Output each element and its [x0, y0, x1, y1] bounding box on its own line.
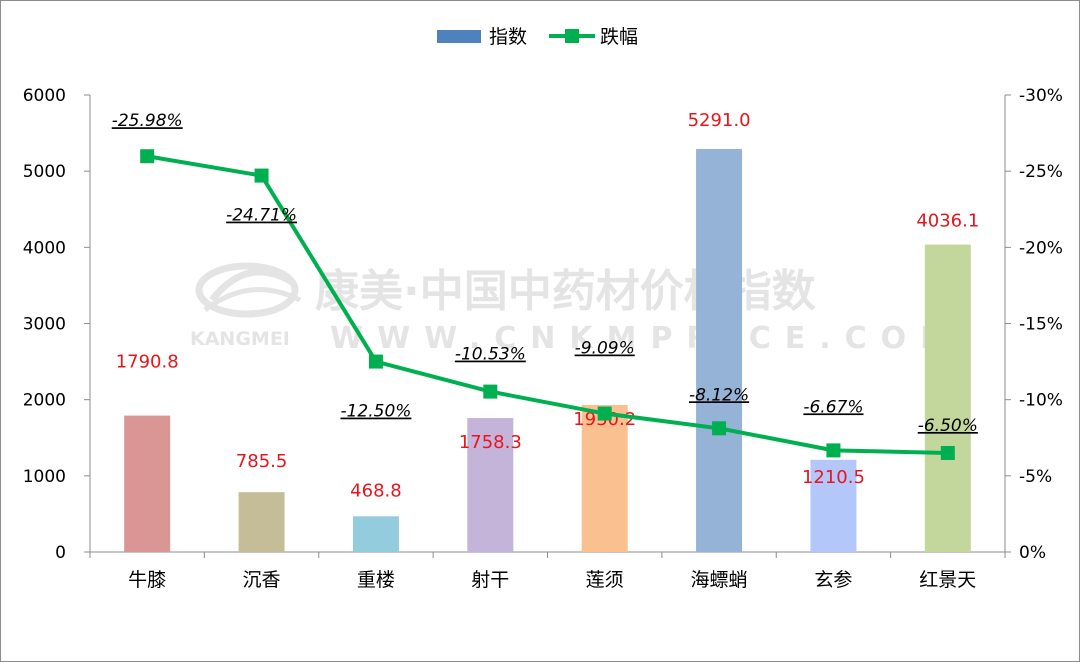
left-axis-tick-label: 5000	[23, 162, 66, 182]
decline-label: -10.53%	[455, 345, 526, 365]
bar	[924, 244, 971, 552]
bar-value-label: 468.8	[350, 480, 402, 501]
decline-labels: -25.98% -24.71% -12.50% -10.53% -9.09% -8.12%…	[112, 111, 978, 436]
axes: 0 1000 2000 3000 4000 5000 6000 0% -5% -10% -15% -2…	[23, 86, 1063, 563]
decline-point-marker	[826, 443, 841, 458]
decline-point-marker	[368, 354, 383, 369]
left-axis-tick-label: 0	[55, 543, 66, 563]
bar	[124, 415, 171, 552]
decline-label: -6.50%	[918, 416, 978, 436]
bar	[467, 418, 514, 552]
category-labels: 牛膝 沉香 重楼 射干 莲须 海螵蛸 玄参 红景天	[128, 569, 976, 591]
bar-value-label: 1210.5	[802, 467, 865, 488]
bar-value-label: 1790.8	[116, 352, 179, 373]
decline-point-marker	[483, 384, 498, 399]
decline-label: -12.50%	[340, 402, 411, 422]
watermark-url: WWW.CNKMPRICE.COM	[330, 321, 964, 356]
left-axis-tick-label: 6000	[23, 86, 66, 106]
bar-value-label: 785.5	[236, 451, 288, 472]
left-axis-tick-label: 3000	[23, 315, 66, 335]
category-label: 沉香	[243, 569, 281, 591]
category-label: 牛膝	[128, 569, 166, 591]
left-axis-tick-label: 1000	[23, 467, 66, 487]
right-axis-tick-label: -25%	[1019, 162, 1063, 182]
bar-value-label: 1758.3	[459, 432, 522, 453]
category-label: 莲须	[586, 569, 624, 591]
legend-line-label: 跌幅	[600, 26, 638, 48]
decline-point-marker	[712, 421, 727, 436]
right-axis-tick-label: -5%	[1019, 467, 1052, 487]
right-axis-tick-label: -30%	[1019, 86, 1063, 106]
bar	[696, 149, 743, 552]
right-axis-tick-label: 0%	[1019, 543, 1046, 563]
bar	[352, 516, 399, 552]
decline-label: -8.12%	[689, 385, 749, 405]
watermark-logo-icon	[195, 262, 302, 318]
right-axis-tick-label: -20%	[1019, 238, 1063, 258]
category-label: 海螵蛸	[691, 569, 748, 591]
category-label: 红景天	[919, 569, 976, 591]
right-axis-tick-label: -15%	[1019, 315, 1063, 335]
bar	[238, 492, 285, 552]
category-label: 射干	[471, 569, 509, 591]
watermark-brand: KANGMEI	[190, 328, 290, 350]
bar-value-labels: 1790.8785.5468.81758.31930.25291.01210.5…	[116, 110, 980, 501]
legend-line-marker	[565, 29, 579, 43]
decline-point-marker	[254, 168, 269, 183]
left-axis-tick-label: 4000	[23, 238, 66, 258]
decline-label: -9.09%	[575, 339, 635, 359]
left-axis-tick-label: 2000	[23, 391, 66, 411]
bar	[581, 404, 628, 552]
decline-label: -6.67%	[803, 397, 863, 417]
category-label: 重楼	[357, 569, 395, 591]
decline-series-line	[146, 154, 948, 455]
bar-value-label: 5291.0	[688, 110, 751, 131]
decline-label: -24.71%	[226, 206, 297, 226]
legend-bar-label: 指数	[489, 26, 527, 48]
bar	[810, 459, 857, 552]
bar-value-label: 4036.1	[916, 211, 979, 232]
category-label: 玄参	[814, 569, 852, 591]
bars	[124, 149, 971, 552]
legend: 指数 跌幅	[437, 26, 638, 48]
decline-point-marker	[597, 406, 612, 421]
legend-bar-swatch	[437, 30, 481, 43]
decline-point-marker	[940, 445, 955, 460]
decline-label: -25.98%	[112, 111, 183, 131]
right-axis-tick-label: -10%	[1019, 391, 1063, 411]
decline-line	[140, 149, 955, 460]
decline-point-marker	[140, 149, 155, 164]
